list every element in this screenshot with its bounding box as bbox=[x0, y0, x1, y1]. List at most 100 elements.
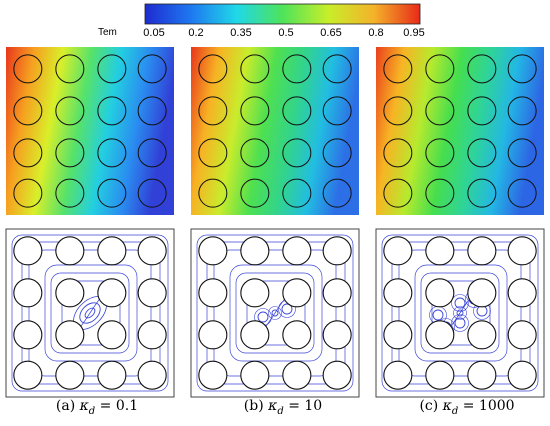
cylinder-outline bbox=[137, 320, 167, 350]
cylinder-outline bbox=[467, 178, 497, 208]
cylinder-outline bbox=[97, 360, 127, 390]
streamline bbox=[229, 264, 323, 362]
cylinder-outline bbox=[240, 320, 270, 350]
cylinder-outline bbox=[13, 96, 43, 126]
cylinder-outline bbox=[97, 278, 127, 308]
vortex-loop bbox=[451, 294, 469, 312]
cylinder-outline bbox=[55, 236, 85, 266]
cylinder-outline bbox=[425, 96, 455, 126]
colorbar-strip bbox=[144, 3, 421, 25]
vortex-loop bbox=[454, 317, 466, 329]
caption-b-subscript: d bbox=[277, 405, 284, 417]
cylinder-outline bbox=[13, 54, 43, 84]
vortex-loop bbox=[271, 309, 279, 317]
cylinder-outline bbox=[137, 236, 167, 266]
cylinder-outline bbox=[55, 278, 85, 308]
colorbar bbox=[144, 3, 421, 25]
cylinder-outline bbox=[198, 138, 228, 168]
vortex-loop bbox=[451, 314, 469, 332]
cylinder-outline bbox=[322, 320, 352, 350]
cylinder-outline bbox=[55, 320, 85, 350]
cylinder-outline bbox=[425, 178, 455, 208]
cylinder-outline bbox=[467, 278, 497, 308]
vortex-loop bbox=[456, 309, 464, 317]
cylinder-outline bbox=[282, 360, 312, 390]
caption-c-prefix: (c) bbox=[419, 398, 439, 414]
vortex-loop bbox=[453, 306, 467, 320]
cylinder-outline bbox=[282, 236, 312, 266]
cylinder-outline bbox=[383, 54, 413, 84]
cylinder-outline bbox=[507, 320, 537, 350]
caption-a-value: = 0.1 bbox=[99, 398, 139, 414]
cylinder-outline bbox=[467, 54, 497, 84]
cylinder-outline bbox=[97, 96, 127, 126]
cylinder-outline bbox=[137, 278, 167, 308]
temperature-field bbox=[376, 47, 544, 215]
cylinder-outline bbox=[282, 320, 312, 350]
streamline bbox=[381, 234, 539, 392]
cylinder-outline bbox=[383, 96, 413, 126]
vortex-loop bbox=[79, 302, 101, 324]
cylinder-outline bbox=[383, 320, 413, 350]
cylinder-outline bbox=[198, 360, 228, 390]
colorbar-tick-label: 0.8 bbox=[368, 27, 384, 39]
colorbar-tick-label: 0.95 bbox=[403, 27, 425, 39]
cylinder-outline bbox=[282, 178, 312, 208]
colorbar-tick-label: 0.35 bbox=[230, 27, 252, 39]
streamline-panels bbox=[5, 228, 545, 398]
cylinder-outline bbox=[97, 138, 127, 168]
cylinder-outline bbox=[507, 236, 537, 266]
cylinder-outline bbox=[507, 96, 537, 126]
vortex-loop bbox=[432, 309, 444, 321]
temperature-panels bbox=[6, 47, 544, 215]
streamline bbox=[213, 249, 337, 377]
cylinder-outline bbox=[198, 54, 228, 84]
streamline bbox=[196, 234, 354, 392]
cylinder-outline bbox=[198, 96, 228, 126]
vortex-loop bbox=[268, 306, 282, 320]
colorbar-tick-label: 0.2 bbox=[188, 27, 204, 39]
cylinder-outline bbox=[198, 278, 228, 308]
cylinder-outline bbox=[198, 178, 228, 208]
temperature-panel bbox=[6, 47, 174, 215]
streamline bbox=[246, 280, 306, 346]
cylinder-outline bbox=[467, 96, 497, 126]
cylinder-outline bbox=[322, 96, 352, 126]
cylinder-outline bbox=[425, 54, 455, 84]
streamline-panel bbox=[190, 228, 360, 398]
colorbar-tick-label: 0.5 bbox=[278, 27, 294, 39]
cylinder-outline bbox=[507, 54, 537, 84]
cylinder-outline bbox=[322, 278, 352, 308]
cylinder-outline bbox=[97, 320, 127, 350]
cylinder-outline bbox=[137, 54, 167, 84]
cylinder-outline bbox=[137, 96, 167, 126]
streamline-panel bbox=[375, 228, 545, 398]
cylinder-outline bbox=[322, 138, 352, 168]
cylinder-outline bbox=[322, 360, 352, 390]
cylinder-outline bbox=[282, 278, 312, 308]
cylinder-outline bbox=[240, 278, 270, 308]
cylinder-outline bbox=[383, 236, 413, 266]
streamline bbox=[50, 272, 130, 354]
streamline bbox=[21, 241, 161, 385]
cylinder-outline bbox=[383, 138, 413, 168]
cylinder-outline bbox=[97, 178, 127, 208]
cylinder-outline bbox=[240, 54, 270, 84]
cylinder-outline bbox=[282, 96, 312, 126]
colorbar-tick-label: 0.65 bbox=[320, 27, 342, 39]
streamline bbox=[420, 272, 500, 354]
temperature-panel bbox=[376, 47, 544, 215]
streamline-panel bbox=[5, 228, 175, 398]
cylinder-outline bbox=[282, 54, 312, 84]
cylinder-outline bbox=[55, 138, 85, 168]
cylinder-outline bbox=[383, 178, 413, 208]
cylinder-outline bbox=[55, 54, 85, 84]
cylinder-outline bbox=[322, 54, 352, 84]
cylinder-outline bbox=[55, 96, 85, 126]
cylinder-outline bbox=[507, 178, 537, 208]
colorbar-tick-label: 0.05 bbox=[143, 27, 165, 39]
cylinder-outline bbox=[507, 138, 537, 168]
cylinder-outline bbox=[137, 138, 167, 168]
caption-b: (b) κd = 10 bbox=[244, 398, 322, 417]
cylinder-outline bbox=[467, 320, 497, 350]
